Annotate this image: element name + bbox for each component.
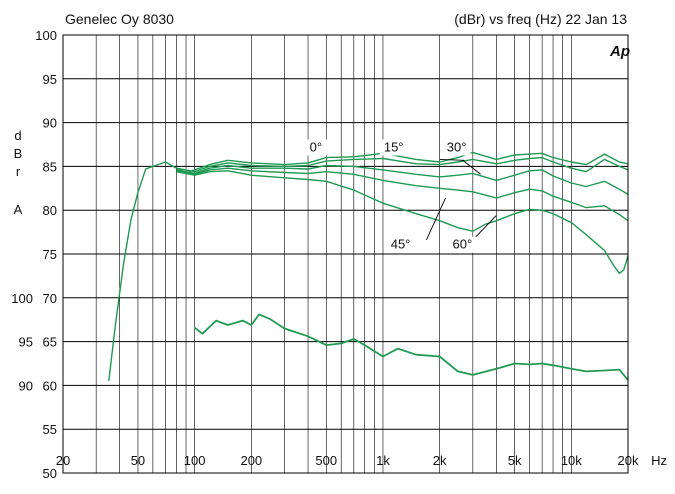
y-axis-label-char-4: A <box>14 202 23 217</box>
annotation-leader <box>439 158 465 161</box>
annotation-bg <box>301 139 330 156</box>
annotations: 0° 15° 30° 45° 60° <box>301 139 497 253</box>
y-tick-label: 85 <box>43 159 57 174</box>
y-tick-label: 80 <box>43 203 57 218</box>
y-tick-label: 90 <box>43 116 57 131</box>
y-tick-label: 55 <box>43 422 57 437</box>
annotation-label: 15° <box>384 140 404 155</box>
y-tick-label: 50 <box>43 466 57 481</box>
chart-title-left: Genelec Oy 8030 <box>65 11 174 27</box>
y-tick-label-secondary: 90 <box>19 378 33 393</box>
y-tick-label: 65 <box>43 335 57 350</box>
series-lines <box>108 151 629 382</box>
y-axis-label-char-3: r <box>16 164 21 179</box>
annotation-leader <box>425 197 446 241</box>
x-axis-unit-label: Hz <box>651 453 667 468</box>
y-tick-label-secondary: 100 <box>11 291 33 306</box>
y-tick-label: 95 <box>43 72 57 87</box>
annotation-bg <box>386 236 415 253</box>
annotation-bg <box>448 236 477 253</box>
series-line <box>176 167 629 222</box>
series-line <box>108 151 629 382</box>
x-tick-label: 500 <box>315 453 337 468</box>
annotation-label: 60° <box>453 237 473 252</box>
x-tick-label: 50 <box>131 453 145 468</box>
series-line <box>176 164 629 195</box>
annotation-bg <box>442 139 471 156</box>
annotation-leader <box>462 159 481 175</box>
series-line <box>176 156 629 173</box>
x-tick-label: 1k <box>376 453 390 468</box>
annotation-label: 45° <box>391 237 411 252</box>
y-tick-label: 75 <box>43 247 57 262</box>
y-axis-label-char-1: d <box>14 128 21 143</box>
x-tick-label: 2k <box>433 453 447 468</box>
annotation-label: 0° <box>310 140 322 155</box>
series-line <box>194 313 629 381</box>
y-axis-label-char-2: B <box>14 146 23 161</box>
plot-frame <box>62 34 629 474</box>
tick-labels: 20 50 100 200 500 1k 2k 5k 10k 20k100959085807570… <box>11 28 639 481</box>
y-tick-label: 70 <box>43 291 57 306</box>
grid <box>63 35 628 473</box>
x-tick-label: 100 <box>184 453 206 468</box>
chart-title-right: (dBr) vs freq (Hz) 22 Jan 13 <box>454 11 627 27</box>
annotation-leader <box>472 215 497 241</box>
x-tick-label: 200 <box>240 453 262 468</box>
x-tick-label: 5k <box>508 453 522 468</box>
annotation-bg <box>379 139 408 156</box>
x-tick-label: 10k <box>561 453 582 468</box>
y-tick-label: 100 <box>35 28 57 43</box>
ap-logo: Ap <box>609 43 630 60</box>
y-axis-label: d B r A <box>14 128 23 217</box>
y-tick-label: 60 <box>43 378 57 393</box>
y-tick-label-secondary: 95 <box>19 335 33 350</box>
annotation-label: 30° <box>447 140 467 155</box>
series-line <box>176 170 629 274</box>
